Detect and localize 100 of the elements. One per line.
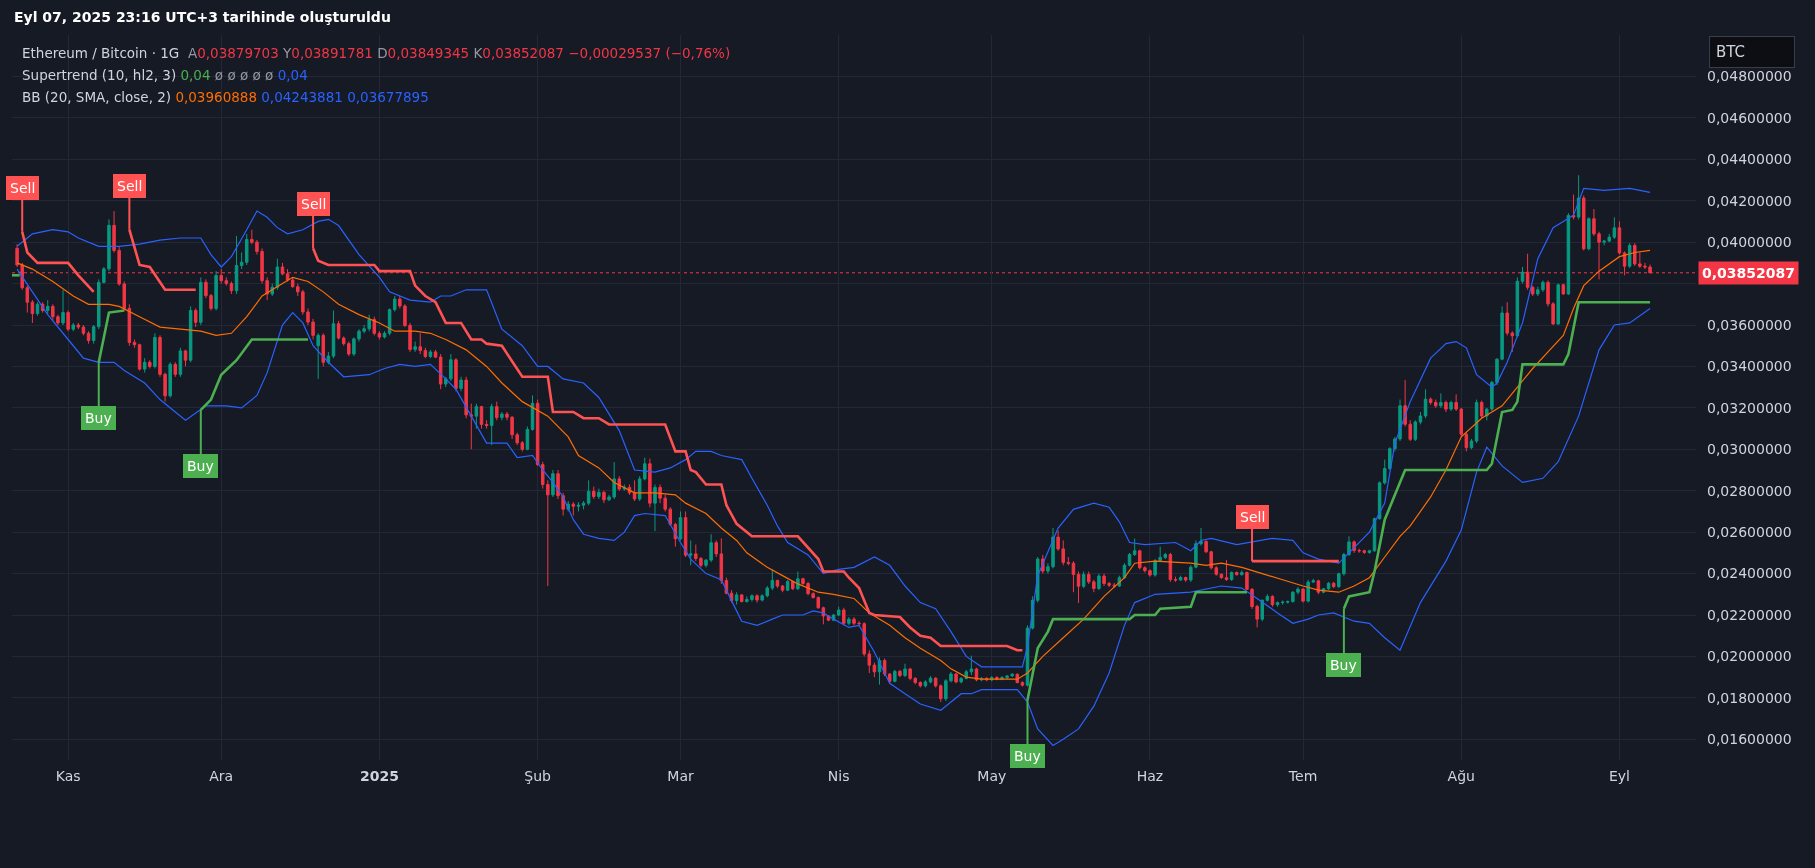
candlestick xyxy=(796,571,800,591)
candlestick xyxy=(1071,560,1076,593)
annotation: Buy xyxy=(1014,748,1041,764)
annotation: Supertrend (10, hl2, 3) 0,04 ø ø ø ø ø 0,04 xyxy=(22,67,308,83)
candlestick xyxy=(739,593,744,604)
candlestick xyxy=(1571,194,1576,220)
candlestick xyxy=(1199,527,1203,547)
y-tick-label: 0,02600000 xyxy=(1707,524,1792,541)
x-tick-label: Mar xyxy=(667,768,694,784)
candlestick xyxy=(1587,216,1591,251)
x-tick-label: Haz xyxy=(1136,768,1164,784)
candlestick xyxy=(234,235,239,295)
candlestick xyxy=(1413,419,1418,442)
candlestick xyxy=(1020,682,1025,687)
candlestick xyxy=(372,316,377,336)
candlestick xyxy=(872,662,877,678)
candlestick xyxy=(1439,392,1443,409)
candlestick xyxy=(500,411,504,421)
y-tick-label: 0,03600000 xyxy=(1707,316,1792,333)
candlestick xyxy=(1183,577,1188,583)
y-tick-label: 0,02000000 xyxy=(1707,648,1792,665)
candlestick xyxy=(586,479,591,506)
candlestick xyxy=(459,376,463,392)
text: Ethereum / Bitcoin · 1G xyxy=(22,45,180,61)
candlestick xyxy=(438,353,443,390)
candlestick xyxy=(1520,266,1525,285)
candlestick xyxy=(1224,559,1229,582)
annotation: Sell xyxy=(10,180,36,196)
candlestick xyxy=(336,320,341,340)
x-tick-label: Ağu xyxy=(1447,768,1475,784)
y-tick-label: 0,02800000 xyxy=(1707,482,1792,499)
annotation: Buy xyxy=(1330,657,1357,673)
candlestick xyxy=(1469,438,1474,450)
candlestick xyxy=(1444,400,1448,413)
candlestick xyxy=(1581,195,1586,251)
candlestick xyxy=(581,500,586,510)
candlestick xyxy=(1178,575,1183,581)
candlestick xyxy=(199,276,203,326)
candlestick xyxy=(1479,400,1484,419)
annotation: Buy xyxy=(187,458,214,474)
candlestick xyxy=(148,359,152,369)
candlestick xyxy=(229,281,234,295)
x-tick-label: May xyxy=(977,768,1007,784)
candlestick xyxy=(683,510,688,558)
candlestick xyxy=(755,593,759,604)
candlestick xyxy=(454,357,458,392)
candlestick xyxy=(45,299,50,316)
y-tick-label: 0,04200000 xyxy=(1707,192,1792,209)
candlestick xyxy=(132,339,137,349)
candlestick xyxy=(1168,552,1173,583)
candlestick xyxy=(433,349,438,359)
candlestick xyxy=(1076,571,1081,604)
candlestick xyxy=(153,332,157,369)
x-tick-label: Ara xyxy=(209,768,234,784)
candlestick xyxy=(66,310,70,332)
candlestick xyxy=(188,305,193,363)
candlestick xyxy=(1229,571,1234,582)
candlestick xyxy=(617,475,622,492)
candlestick xyxy=(489,403,494,446)
candlestick xyxy=(1418,411,1423,425)
candlestick xyxy=(1530,285,1535,297)
candlestick xyxy=(1173,576,1178,583)
annotation: Buy xyxy=(85,410,112,426)
candlestick xyxy=(142,357,147,374)
candlestick xyxy=(61,289,65,326)
candlestick xyxy=(632,479,637,502)
candlestick xyxy=(1627,242,1632,269)
candlestick xyxy=(413,341,417,353)
candlestick xyxy=(842,607,846,626)
y-tick-label: 0,01800000 xyxy=(1707,689,1792,706)
candlestick xyxy=(1367,549,1372,555)
candlestick xyxy=(30,299,35,324)
candlestick xyxy=(86,330,91,345)
candlestick xyxy=(780,584,785,593)
y-tick-label: 0,04400000 xyxy=(1707,151,1792,168)
candlestick xyxy=(571,501,576,517)
candlestick xyxy=(836,606,841,617)
x-tick-label: Şub xyxy=(524,768,552,784)
candlestick xyxy=(535,399,540,467)
text: BTC xyxy=(1716,43,1746,61)
candlestick xyxy=(1234,571,1239,577)
candlestick xyxy=(648,458,652,508)
candlestick xyxy=(597,488,601,500)
candlestick xyxy=(321,332,326,367)
candlestick xyxy=(193,307,198,328)
candlestick xyxy=(903,663,907,678)
y-tick-label: 0,01600000 xyxy=(1707,731,1792,748)
candlestick xyxy=(785,579,790,592)
candlestick xyxy=(1561,283,1566,296)
y-tick-label: 0,04600000 xyxy=(1707,109,1792,126)
y-tick-label: 0,03200000 xyxy=(1707,399,1792,416)
candlestick xyxy=(495,401,499,421)
x-tick-label: Nis xyxy=(827,768,850,784)
candlestick xyxy=(1449,400,1453,412)
candlestick xyxy=(1423,388,1428,419)
annotation: Sell xyxy=(301,196,327,212)
y-tick-label: 0,02400000 xyxy=(1707,565,1792,582)
candlestick xyxy=(81,324,86,336)
candlestick xyxy=(1556,283,1560,326)
annotation: BB (20, SMA, close, 2) 0,03960888 0,04243881 0,03677895 xyxy=(22,89,429,105)
